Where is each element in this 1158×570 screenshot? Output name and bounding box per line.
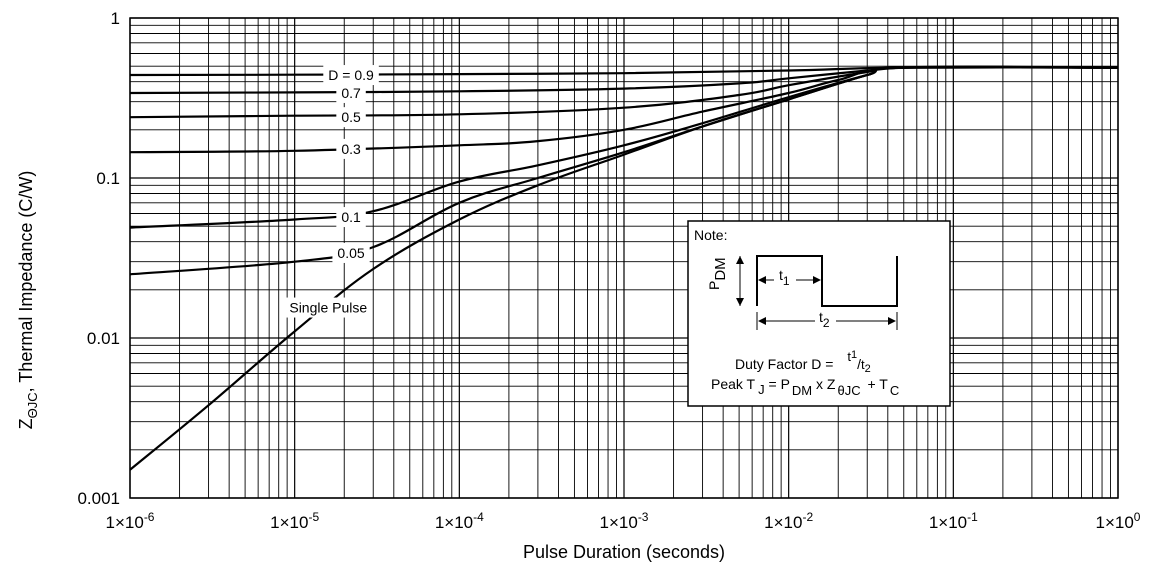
curve-label: Single Pulse bbox=[284, 297, 373, 318]
pdm-arrow-top bbox=[736, 256, 744, 264]
x-tick-base: 1×10 bbox=[106, 513, 144, 532]
x-tick-label: 1×10-1 bbox=[929, 510, 978, 532]
y-tick-labels: 1 0.1 0.01 0.001 bbox=[77, 9, 120, 508]
curve-labels: D = 0.9 0.7 0.5 0.3 0.1 0.05 Single Pulse bbox=[284, 65, 379, 318]
y-axis-label: ZΘJC, Thermal Impedance (C/W) bbox=[16, 171, 40, 430]
x-tick-base: 1×10 bbox=[435, 513, 473, 532]
y-tick-label: 0.01 bbox=[87, 329, 120, 348]
curve-label-text: 0.1 bbox=[341, 209, 361, 225]
curve-label-text: 0.7 bbox=[341, 85, 361, 101]
x-tick-base: 1×10 bbox=[764, 513, 802, 532]
y-axis-label-rest: , Thermal Impedance (C/W) bbox=[16, 171, 36, 393]
curves bbox=[129, 65, 1119, 471]
x-tick-label: 1×10-6 bbox=[106, 510, 155, 532]
curve-label-background bbox=[332, 242, 370, 263]
x-tick-base: 1×10 bbox=[929, 513, 967, 532]
pdm-label: PDM bbox=[706, 257, 729, 290]
curve-label-background bbox=[336, 82, 366, 103]
curve-label-background bbox=[336, 107, 366, 128]
t1-arrow-left bbox=[758, 276, 766, 284]
curve-label-background bbox=[284, 297, 373, 318]
y-tick-label: 0.1 bbox=[96, 169, 120, 188]
x-axis-label: Pulse Duration (seconds) bbox=[523, 542, 725, 562]
curve-label: 0.05 bbox=[332, 242, 370, 263]
y-tick-label: 1 bbox=[111, 9, 120, 28]
x-tick-base: 1×10 bbox=[1096, 513, 1134, 532]
curve-label-text: D = 0.9 bbox=[328, 67, 374, 83]
curve-label: 0.5 bbox=[336, 107, 366, 128]
curve-label: 0.7 bbox=[336, 82, 366, 103]
y-tick-label: 0.001 bbox=[77, 489, 120, 508]
x-tick-exponent: -2 bbox=[802, 510, 813, 524]
curve-label-text: 0.5 bbox=[341, 109, 361, 125]
note-box-frame bbox=[687, 220, 951, 407]
x-tick-labels: 1×10-6 1×10-5 1×10-4 1×10-3 1×10-2 1×10-1 1×10… bbox=[106, 510, 1141, 532]
x-tick-base: 1×10 bbox=[270, 513, 308, 532]
x-tick-label: 1×10-4 bbox=[435, 510, 484, 532]
t2-arrow-left bbox=[758, 317, 766, 325]
duty-factor-formula: Duty Factor D = t1/t2 bbox=[735, 349, 871, 375]
t2-label: t2 bbox=[819, 309, 830, 330]
x-tick-label: 1×10-5 bbox=[270, 510, 319, 532]
curve-label-text: Single Pulse bbox=[289, 300, 367, 316]
y-axis-label-sub: ΘJC bbox=[25, 392, 40, 418]
x-tick-label: 1×10-2 bbox=[764, 510, 813, 532]
curve-label-text: 0.05 bbox=[337, 245, 364, 261]
x-tick-exponent: -6 bbox=[144, 510, 155, 524]
curve-label-text: 0.3 bbox=[341, 141, 361, 157]
curve-single-pulse bbox=[129, 65, 1119, 471]
pdm-arrow-bottom bbox=[736, 298, 744, 306]
plot-frame bbox=[129, 17, 1119, 499]
x-tick-exponent: -1 bbox=[967, 510, 978, 524]
x-tick-base: 1×10 bbox=[600, 513, 638, 532]
curve-label: 0.1 bbox=[336, 207, 366, 228]
x-tick-label: 1×100 bbox=[1096, 510, 1141, 532]
note-title: Note: bbox=[694, 227, 727, 243]
grid bbox=[129, 17, 1119, 499]
t1-arrow-right bbox=[813, 276, 821, 284]
curve-label-background bbox=[336, 207, 366, 228]
curve-label-background bbox=[336, 138, 366, 159]
y-axis-label-main: Z bbox=[16, 418, 36, 429]
t1-label: t1 bbox=[779, 267, 790, 288]
t2-arrow-right bbox=[888, 317, 896, 325]
pulse-waveform bbox=[756, 255, 898, 307]
note-box: Note: PDM t1 t2 Duty Factor D = t1/t2 bbox=[687, 220, 951, 407]
x-tick-exponent: -4 bbox=[473, 510, 484, 524]
curve-label: 0.3 bbox=[336, 138, 366, 159]
x-tick-exponent: -5 bbox=[308, 510, 319, 524]
curve-label: D = 0.9 bbox=[323, 65, 379, 86]
x-tick-exponent: 0 bbox=[1134, 510, 1141, 524]
x-tick-label: 1×10-3 bbox=[600, 510, 649, 532]
x-tick-exponent: -3 bbox=[638, 510, 649, 524]
curve-label-background bbox=[323, 65, 379, 86]
